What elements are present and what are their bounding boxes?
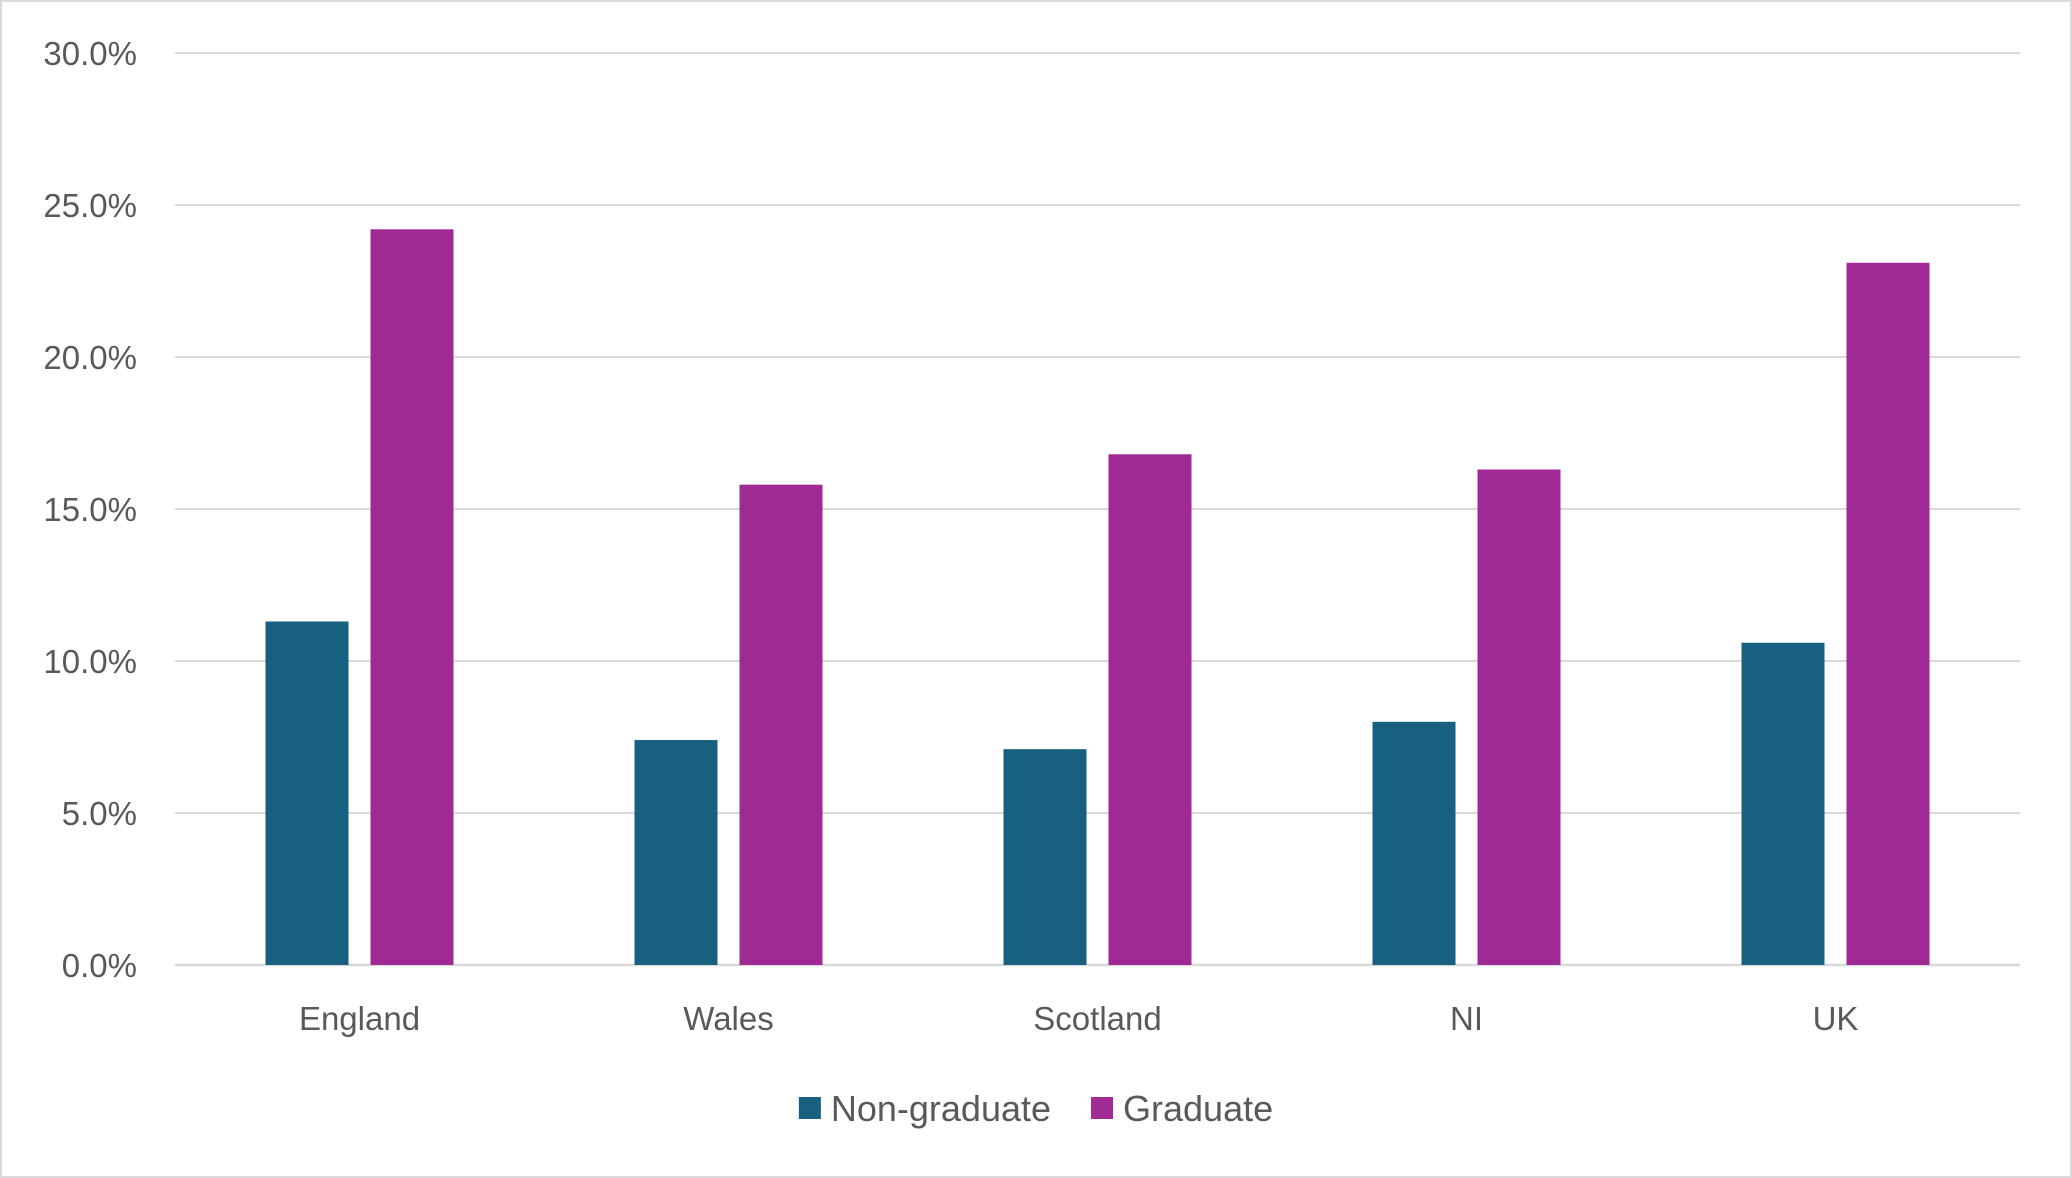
- bar-graduate-wales: [739, 484, 823, 965]
- y-tick-label: 15.0%: [43, 491, 137, 528]
- x-tick-label: UK: [1813, 1000, 1859, 1037]
- y-axis-tick-labels: 0.0% 5.0% 10.0% 15.0% 20.0% 25.0% 30.0%: [43, 35, 137, 984]
- y-tick-label: 0.0%: [62, 947, 137, 984]
- legend-swatch-graduate: [1091, 1097, 1114, 1119]
- x-tick-label: Wales: [683, 1000, 773, 1037]
- legend-label: Non-graduate: [831, 1088, 1051, 1129]
- bar-graduate-scotland: [1108, 454, 1192, 965]
- y-tick-label: 30.0%: [43, 35, 137, 72]
- bar-non-graduate-uk: [1741, 642, 1825, 965]
- bar-non-graduate-england: [265, 621, 349, 965]
- bar-non-graduate-scotland: [1003, 749, 1087, 965]
- legend-label: Graduate: [1123, 1088, 1273, 1129]
- y-tick-label: 20.0%: [43, 339, 137, 376]
- gridlines: [175, 52, 2020, 967]
- bar-graduate-england: [370, 229, 454, 965]
- bar-non-graduate-ni: [1372, 721, 1456, 965]
- x-tick-label: England: [299, 1000, 420, 1037]
- legend-swatch-non-graduate: [798, 1097, 821, 1119]
- legend: Non-graduate Graduate: [798, 1088, 1273, 1129]
- y-tick-label: 25.0%: [43, 187, 137, 224]
- x-axis-tick-labels: England Wales Scotland NI UK: [299, 1000, 1858, 1037]
- bar-graduate-uk: [1846, 262, 1930, 965]
- bars: [265, 229, 1930, 965]
- bar-graduate-ni: [1477, 469, 1561, 965]
- bar-non-graduate-wales: [634, 740, 718, 965]
- y-tick-label: 10.0%: [43, 643, 137, 680]
- y-tick-label: 5.0%: [62, 795, 137, 832]
- x-tick-label: Scotland: [1033, 1000, 1161, 1037]
- x-tick-label: NI: [1450, 1000, 1483, 1037]
